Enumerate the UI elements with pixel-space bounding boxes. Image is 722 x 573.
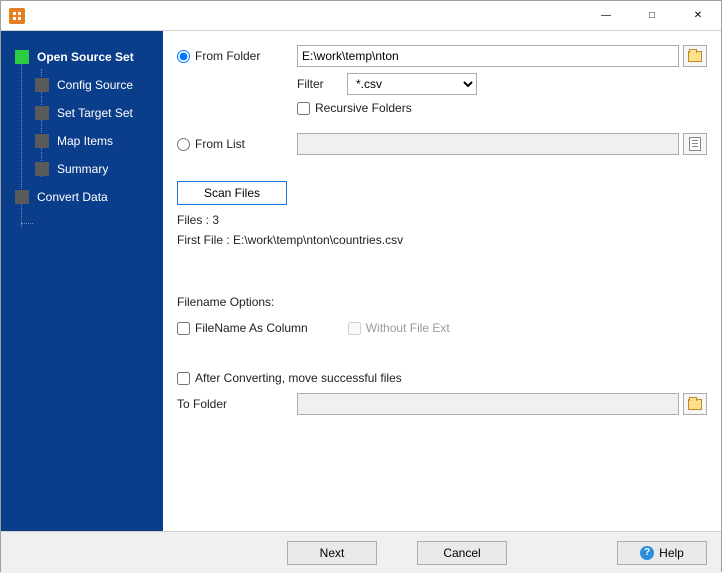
from-folder-radio-input[interactable] bbox=[177, 50, 190, 63]
nav-config-source[interactable]: Config Source bbox=[1, 71, 163, 99]
node-icon bbox=[15, 50, 29, 64]
titlebar: — □ ✕ bbox=[1, 1, 721, 31]
nav-map-items[interactable]: Map Items bbox=[1, 127, 163, 155]
node-icon bbox=[15, 190, 29, 204]
close-button[interactable]: ✕ bbox=[675, 1, 721, 31]
wizard-page: From Folder Filter *.csv Recursive Folde… bbox=[163, 31, 721, 531]
from-list-radio-input[interactable] bbox=[177, 138, 190, 151]
nav-label: Summary bbox=[57, 162, 108, 176]
cancel-button[interactable]: Cancel bbox=[417, 541, 507, 565]
list-path-input[interactable] bbox=[297, 133, 679, 155]
nav-label: Config Source bbox=[57, 78, 133, 92]
help-button[interactable]: ? Help bbox=[617, 541, 707, 565]
help-icon: ? bbox=[640, 546, 654, 560]
cancel-label: Cancel bbox=[443, 546, 480, 560]
to-folder-input[interactable] bbox=[297, 393, 679, 415]
folder-path-input[interactable] bbox=[297, 45, 679, 67]
app-icon bbox=[9, 8, 25, 24]
nav-open-source-set[interactable]: Open Source Set bbox=[1, 43, 163, 71]
without-ext-check: Without File Ext bbox=[348, 321, 450, 335]
filename-as-column-label: FileName As Column bbox=[195, 321, 308, 335]
node-icon bbox=[35, 134, 49, 148]
from-list-label: From List bbox=[195, 137, 245, 151]
nav-convert-data[interactable]: Convert Data bbox=[1, 183, 163, 211]
filter-label: Filter bbox=[297, 77, 347, 91]
wizard-button-bar: Next Cancel ? Help bbox=[1, 531, 721, 573]
filename-as-column-checkbox[interactable] bbox=[177, 322, 190, 335]
filter-select[interactable]: *.csv bbox=[347, 73, 477, 95]
nav-label: Convert Data bbox=[37, 190, 108, 204]
nav-label: Map Items bbox=[57, 134, 113, 148]
files-count-text: Files : 3 bbox=[177, 213, 707, 227]
folder-icon bbox=[688, 51, 702, 62]
next-button[interactable]: Next bbox=[287, 541, 377, 565]
nav-label: Set Target Set bbox=[57, 106, 133, 120]
maximize-button[interactable]: □ bbox=[629, 1, 675, 31]
node-icon bbox=[35, 106, 49, 120]
without-ext-label: Without File Ext bbox=[366, 321, 450, 335]
after-converting-label: After Converting, move successful files bbox=[195, 371, 402, 385]
next-label: Next bbox=[320, 546, 345, 560]
scan-files-button[interactable]: Scan Files bbox=[177, 181, 287, 205]
list-icon bbox=[689, 137, 701, 151]
to-folder-label: To Folder bbox=[177, 397, 297, 411]
after-converting-check[interactable]: After Converting, move successful files bbox=[177, 371, 707, 385]
from-folder-label: From Folder bbox=[195, 49, 260, 63]
recursive-checkbox[interactable] bbox=[297, 102, 310, 115]
recursive-label: Recursive Folders bbox=[315, 101, 412, 115]
without-ext-checkbox bbox=[348, 322, 361, 335]
browse-to-folder-button[interactable] bbox=[683, 393, 707, 415]
browse-list-button[interactable] bbox=[683, 133, 707, 155]
help-label: Help bbox=[659, 546, 684, 560]
nav-set-target-set[interactable]: Set Target Set bbox=[1, 99, 163, 127]
node-icon bbox=[35, 162, 49, 176]
wizard-sidebar: Open Source Set Config Source Set Target… bbox=[1, 31, 163, 531]
scan-files-label: Scan Files bbox=[204, 186, 260, 200]
nav-summary[interactable]: Summary bbox=[1, 155, 163, 183]
filename-options-heading: Filename Options: bbox=[177, 295, 707, 309]
nav-label: Open Source Set bbox=[37, 50, 134, 64]
folder-icon bbox=[688, 399, 702, 410]
browse-folder-button[interactable] bbox=[683, 45, 707, 67]
node-icon bbox=[35, 78, 49, 92]
from-folder-radio[interactable]: From Folder bbox=[177, 49, 297, 63]
from-list-radio[interactable]: From List bbox=[177, 137, 297, 151]
minimize-button[interactable]: — bbox=[583, 1, 629, 31]
first-file-text: First File : E:\work\temp\nton\countries… bbox=[177, 233, 707, 247]
after-converting-checkbox[interactable] bbox=[177, 372, 190, 385]
filename-as-column-check[interactable]: FileName As Column bbox=[177, 321, 308, 335]
